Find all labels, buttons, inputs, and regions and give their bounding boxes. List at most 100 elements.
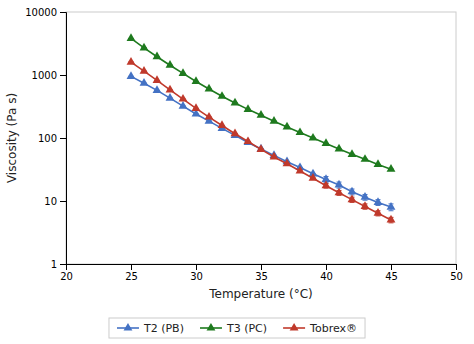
point: [335, 188, 344, 196]
chart-container: 20 25 30 35 40 45 50 1 10 100 1000 10000 Temperature…: [0, 0, 474, 344]
point: [153, 85, 162, 93]
point: [348, 149, 357, 157]
point: [179, 68, 188, 76]
point: [231, 98, 240, 106]
y-tick: 10000: [25, 7, 66, 18]
point: [348, 187, 357, 195]
legend-item: T3 (PC): [200, 322, 267, 335]
point: [335, 144, 344, 152]
x-tick-mark: [456, 264, 457, 270]
x-tick-label: 25: [125, 271, 138, 282]
x-tick-mark: [391, 264, 392, 270]
point: [244, 136, 253, 144]
point: [166, 60, 175, 68]
legend-item: Tobrex®: [283, 322, 357, 335]
legend-item: T2 (PB): [117, 322, 184, 335]
point: [257, 110, 266, 118]
point: [387, 202, 396, 210]
x-tick-label: 35: [255, 271, 268, 282]
series-line: [131, 62, 391, 220]
x-tick-label: 40: [320, 271, 333, 282]
point: [192, 103, 201, 111]
y-tick-label: 10: [44, 196, 57, 207]
point: [374, 208, 383, 216]
point: [140, 78, 149, 86]
x-tick: 30: [190, 264, 203, 282]
x-tick: 40: [320, 264, 333, 282]
x-axis-title: Temperature (°C): [208, 287, 313, 301]
marks: [127, 33, 396, 222]
point: [335, 180, 344, 188]
x-tick-mark: [261, 264, 262, 270]
x-axis: 20 25 30 35 40 45 50: [60, 264, 463, 282]
x-tick-label: 30: [190, 271, 203, 282]
x-tick-label: 20: [60, 271, 73, 282]
legend-symbol: [207, 323, 216, 331]
series: [127, 33, 396, 171]
legend-label: T2 (PB): [143, 322, 184, 335]
legend-symbol: [124, 323, 133, 331]
plot-frame: [66, 12, 456, 264]
point: [374, 197, 383, 205]
legend-label: T3 (PC): [226, 322, 267, 335]
point: [361, 154, 370, 162]
y-tick-label: 100: [38, 133, 57, 144]
x-tick-label: 45: [385, 271, 398, 282]
y-tick: 1000: [32, 70, 66, 81]
legend-symbol: [290, 323, 299, 331]
y-tick: 100: [38, 133, 66, 144]
point: [361, 201, 370, 209]
point: [153, 52, 162, 60]
x-tick: 20: [60, 264, 73, 282]
point: [322, 181, 331, 189]
point: [231, 129, 240, 137]
x-axis-line: [67, 265, 457, 271]
point: [309, 133, 318, 141]
point: [205, 112, 214, 120]
point: [127, 71, 136, 79]
x-tick-mark: [326, 264, 327, 270]
point: [296, 127, 305, 135]
x-tick: 35: [255, 264, 268, 282]
y-tick-label: 1000: [32, 70, 57, 81]
point: [283, 122, 292, 130]
y-tick-mark: [60, 264, 66, 265]
legend-frame: [109, 318, 365, 338]
point: [218, 91, 227, 99]
series-line: [131, 38, 391, 169]
point: [322, 138, 331, 146]
series: [127, 71, 396, 210]
x-tick-mark: [131, 264, 132, 270]
y-tick: 10: [44, 196, 66, 207]
point: [374, 159, 383, 167]
point: [218, 120, 227, 128]
y-tick-mark: [60, 75, 66, 76]
y-axis-line: [60, 13, 67, 265]
x-tick: 45: [385, 264, 398, 282]
y-axis: 1 10 100 1000 10000: [25, 7, 66, 270]
point: [387, 215, 396, 223]
point: [192, 76, 201, 84]
point: [361, 192, 370, 200]
legend: T2 (PB) T3 (PC) Tobrex®: [109, 318, 365, 338]
point: [257, 144, 266, 152]
series-line: [131, 76, 391, 207]
legend-label: Tobrex®: [309, 322, 357, 335]
y-tick: 1: [51, 259, 66, 270]
point: [153, 75, 162, 83]
y-tick-mark: [60, 138, 66, 139]
x-tick-mark: [196, 264, 197, 270]
point: [127, 33, 136, 41]
point: [309, 173, 318, 181]
y-axis-title: Viscosity (Pa s): [5, 93, 19, 183]
series: [127, 57, 396, 223]
y-tick-label: 10000: [25, 7, 57, 18]
chart-svg: 20 25 30 35 40 45 50 1 10 100 1000 10000 Temperature…: [0, 0, 474, 344]
point: [140, 66, 149, 74]
point: [140, 43, 149, 51]
point: [127, 57, 136, 65]
x-tick-label: 50: [450, 271, 463, 282]
plot-area: 20 25 30 35 40 45 50 1 10 100 1000 10000 Temperature…: [5, 7, 463, 301]
y-tick-label: 1: [51, 259, 57, 270]
point: [348, 195, 357, 203]
